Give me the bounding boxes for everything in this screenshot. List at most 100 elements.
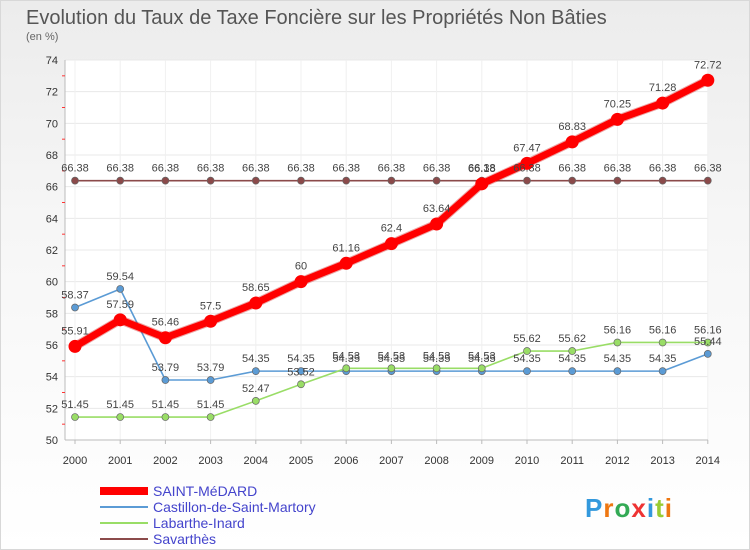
data-point (116, 285, 125, 293)
logo-letter: i (665, 493, 673, 523)
data-point (113, 313, 127, 327)
y-tick-label: 64 (46, 213, 58, 225)
x-tick-label: 2002 (153, 455, 177, 467)
y-tick-label: 70 (46, 118, 58, 130)
data-point (432, 176, 441, 185)
data-label: 66.18 (468, 163, 496, 175)
data-point (703, 350, 712, 358)
x-tick-label: 2006 (334, 455, 358, 467)
data-label: 54.53 (332, 350, 360, 362)
data-label: 56.46 (152, 317, 180, 329)
data-point (703, 176, 712, 185)
data-point (565, 135, 579, 149)
y-tick-label: 62 (46, 245, 58, 257)
data-label: 54.35 (242, 353, 270, 365)
data-label: 56.16 (649, 324, 677, 336)
y-tick-label: 50 (46, 435, 58, 447)
data-label: 51.45 (106, 399, 134, 411)
data-point (71, 176, 79, 185)
data-point (568, 367, 577, 375)
data-point (613, 367, 622, 375)
data-point (158, 331, 172, 345)
data-label: 51.45 (152, 399, 180, 411)
data-label: 54.35 (423, 353, 451, 365)
data-point (701, 73, 715, 87)
data-point (430, 217, 444, 231)
data-label: 66.38 (649, 163, 677, 175)
y-tick-label: 52 (46, 403, 58, 415)
data-label: 55.91 (61, 325, 89, 337)
x-tick-label: 2008 (424, 455, 448, 467)
x-tick-label: 2009 (470, 455, 494, 467)
data-label: 66.38 (152, 163, 180, 175)
data-label: 66.38 (61, 163, 89, 175)
data-label: 56.16 (604, 324, 632, 336)
data-point (71, 413, 79, 421)
x-tick-label: 2000 (63, 455, 87, 467)
data-label: 54.35 (558, 353, 586, 365)
data-label: 66.38 (332, 163, 360, 175)
data-label: 66.38 (513, 163, 541, 175)
data-point (387, 176, 396, 185)
y-tick-label: 58 (46, 308, 58, 320)
x-tick-label: 2007 (379, 455, 403, 467)
data-point (204, 314, 218, 328)
data-label: 58.65 (242, 282, 270, 294)
data-label: 60 (295, 261, 307, 273)
data-label: 66.38 (468, 163, 496, 175)
data-label: 51.45 (197, 399, 225, 411)
data-label: 54.35 (378, 353, 406, 365)
proxiti-logo: Proxiti (585, 493, 673, 523)
chart-subtitle: (en %) (26, 31, 58, 43)
data-label: 53.79 (152, 362, 180, 374)
data-point (342, 176, 351, 185)
logo-letter: i (647, 493, 655, 523)
y-tick-label: 56 (46, 340, 58, 352)
data-label: 66.38 (378, 163, 406, 175)
y-tick-label: 72 (46, 87, 58, 99)
x-tick-label: 2014 (696, 455, 720, 467)
data-label: 71.28 (649, 82, 677, 94)
data-point (523, 176, 531, 185)
data-point (161, 413, 170, 421)
data-point (251, 397, 260, 405)
data-label: 63.64 (423, 203, 451, 215)
chart-title: Evolution du Taux de Taxe Foncière sur l… (26, 7, 607, 29)
data-point (249, 296, 263, 310)
data-point (523, 367, 531, 375)
data-point (116, 176, 125, 185)
data-label: 70.25 (604, 98, 632, 110)
data-label: 54.35 (287, 353, 315, 365)
data-point (161, 376, 170, 384)
data-label: 72.72 (694, 59, 722, 71)
data-label: 51.45 (61, 399, 89, 411)
data-label: 66.38 (558, 163, 586, 175)
data-point (384, 237, 398, 251)
x-tick-label: 2010 (515, 455, 539, 467)
data-point (116, 413, 125, 421)
data-label: 68.83 (558, 121, 586, 133)
legend-entry: Savarthès (153, 531, 216, 547)
y-tick-label: 74 (46, 55, 58, 67)
data-point (297, 367, 305, 375)
data-label: 58.37 (61, 289, 89, 301)
data-label: 54.35 (649, 353, 677, 365)
data-point (613, 338, 622, 347)
data-point (294, 275, 308, 289)
data-point (206, 376, 215, 384)
data-label: 66.38 (106, 163, 134, 175)
data-label: 62.4 (381, 223, 402, 235)
data-label: 54.53 (378, 350, 406, 362)
data-point (251, 367, 260, 375)
y-tick-label: 60 (46, 277, 58, 289)
x-tick-label: 2005 (289, 455, 313, 467)
data-label: 67.47 (513, 142, 541, 154)
logo-letter: P (585, 493, 603, 523)
data-label: 53.79 (197, 362, 225, 374)
data-label: 53.52 (287, 366, 315, 378)
y-tick-label: 68 (46, 150, 58, 162)
data-point (251, 176, 260, 185)
data-label: 54.53 (423, 350, 451, 362)
data-point (206, 176, 215, 185)
